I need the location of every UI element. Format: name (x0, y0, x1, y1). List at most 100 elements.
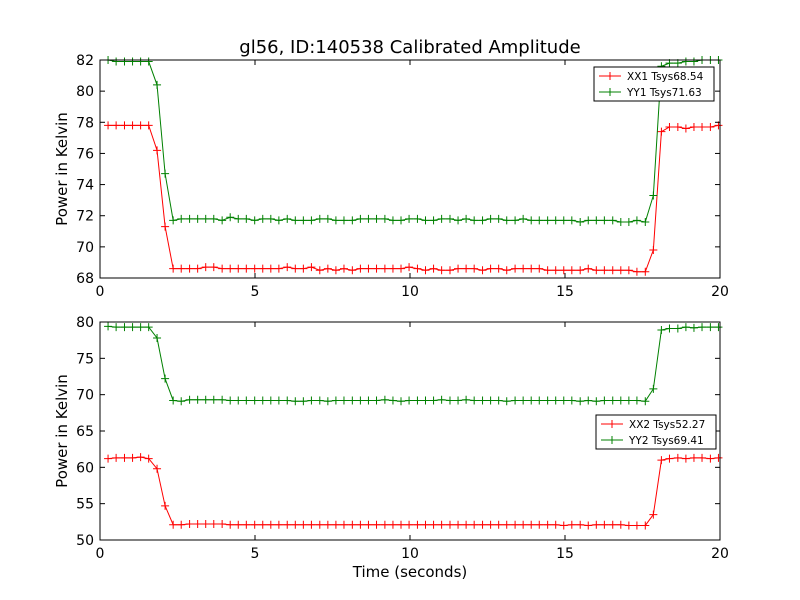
data-point (405, 396, 414, 405)
data-point (266, 520, 275, 529)
data-point (445, 520, 454, 529)
data-point (413, 520, 422, 529)
x-tick-label: 10 (401, 284, 419, 300)
legend-1: XX1 Tsys68.54 YY1 Tsys71.63 (593, 66, 715, 102)
data-point (226, 264, 235, 273)
data-point (429, 396, 438, 405)
data-point (437, 520, 446, 529)
data-point (543, 396, 552, 405)
data-point (274, 396, 283, 405)
data-point (339, 520, 348, 529)
legend-box (595, 414, 717, 450)
data-point (128, 453, 137, 462)
data-point (486, 520, 495, 529)
legend-2: XX2 Tsys52.27 YY2 Tsys69.41 (595, 414, 717, 450)
data-point (421, 216, 430, 225)
data-point (470, 396, 479, 405)
data-point (413, 214, 422, 223)
data-point (649, 191, 658, 200)
data-point (437, 214, 446, 223)
data-point (681, 57, 690, 66)
data-point (153, 333, 162, 342)
data-point (356, 264, 365, 273)
series-line (108, 325, 719, 402)
data-point (543, 266, 552, 275)
data-point (112, 121, 121, 130)
data-point (600, 266, 609, 275)
data-point (193, 520, 202, 529)
data-point (454, 396, 463, 405)
data-point (364, 396, 373, 405)
data-point (218, 395, 227, 404)
data-point (511, 520, 520, 529)
data-point (372, 396, 381, 405)
data-point (161, 501, 170, 510)
data-point (185, 520, 194, 529)
data-point (364, 214, 373, 223)
data-point (543, 216, 552, 225)
data-point (274, 520, 283, 529)
data-point (291, 397, 300, 406)
series-1-2 (104, 56, 723, 226)
data-point (592, 216, 601, 225)
data-point (307, 263, 316, 272)
data-point (380, 214, 389, 223)
y-tick-label: 55 (76, 497, 94, 513)
data-point (201, 263, 210, 272)
data-point (641, 217, 650, 226)
plot-panel-1: 0 5 10 15 20 68 70 72 74 76 78 80 82 Power in Kelvin X… (53, 53, 729, 300)
y-tick-label: 75 (76, 351, 94, 367)
data-point (478, 266, 487, 275)
data-point (714, 453, 723, 462)
x-axis-label: Time (seconds) (352, 563, 468, 581)
data-point (535, 216, 544, 225)
data-point (454, 264, 463, 273)
data-point (242, 264, 251, 273)
data-point (397, 397, 406, 406)
data-point (519, 520, 528, 529)
data-point (624, 396, 633, 405)
legend-marker (606, 88, 614, 96)
data-point (356, 520, 365, 529)
data-point (608, 396, 617, 405)
data-point (413, 264, 422, 273)
data-point (576, 397, 585, 406)
data-point (283, 396, 292, 405)
data-point (665, 122, 674, 131)
data-point (405, 263, 414, 272)
data-point (600, 216, 609, 225)
data-point (632, 521, 641, 530)
data-point (185, 214, 194, 223)
data-point (161, 222, 170, 231)
x-tick-label: 15 (556, 284, 574, 300)
data-point (234, 396, 243, 405)
data-point (486, 396, 495, 405)
data-point (445, 266, 454, 275)
data-point (258, 520, 267, 529)
data-point (576, 266, 585, 275)
data-point (657, 325, 666, 334)
data-point (527, 216, 536, 225)
data-point (551, 216, 560, 225)
data-point (657, 127, 666, 136)
y-tick-label: 78 (76, 115, 94, 131)
data-point (136, 57, 145, 66)
data-point (649, 510, 658, 519)
data-point (120, 323, 129, 332)
data-point (592, 397, 601, 406)
y-tick-label: 50 (76, 533, 94, 549)
data-point (437, 266, 446, 275)
data-point (388, 216, 397, 225)
data-point (413, 396, 422, 405)
data-point (120, 121, 129, 130)
data-point (462, 395, 471, 404)
data-point (339, 216, 348, 225)
data-point (242, 396, 251, 405)
data-point (632, 267, 641, 276)
data-point (242, 520, 251, 529)
data-point (364, 520, 373, 529)
data-point (274, 264, 283, 273)
legend-box (593, 66, 715, 102)
data-point (551, 396, 560, 405)
data-point (331, 216, 340, 225)
